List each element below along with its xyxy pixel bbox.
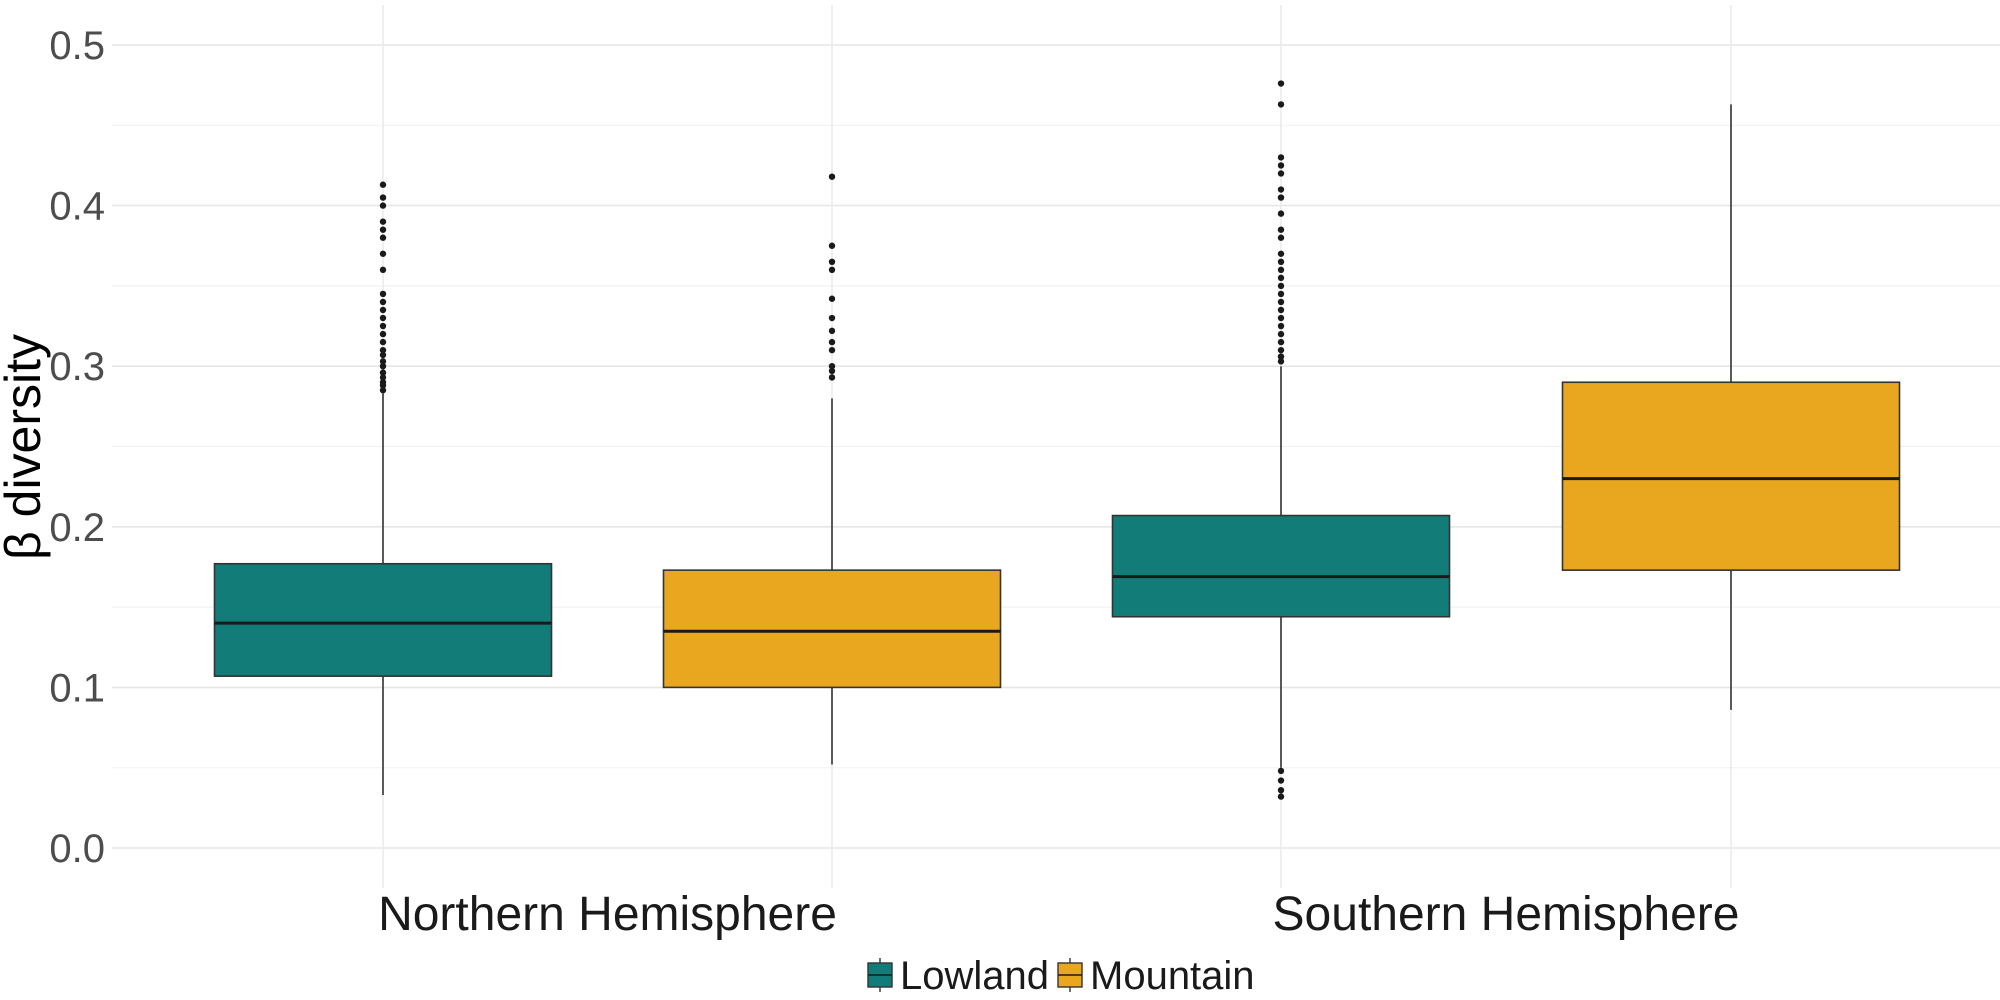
outlier-point (1277, 338, 1285, 346)
outlier-point (379, 181, 387, 188)
y-tick-label: 0.1 (49, 666, 105, 710)
legend-label: Mountain (1090, 954, 1255, 998)
box-mountain-southern (1561, 104, 1901, 710)
outlier-point (1277, 226, 1285, 233)
y-tick-label: 0.5 (49, 24, 105, 68)
y-tick-label: 0.3 (49, 345, 105, 389)
box-groups (213, 80, 1901, 800)
y-tick-label: 0.4 (49, 185, 105, 229)
outlier-point (828, 295, 836, 302)
outlier-point (379, 330, 387, 338)
legend-item-lowland: Lowland (867, 954, 1049, 998)
outlier-point (828, 242, 836, 249)
outlier-point (379, 298, 387, 306)
outlier-point (379, 290, 387, 298)
outlier-point (828, 374, 836, 381)
iqr-box (213, 562, 553, 677)
outlier-point (379, 314, 387, 322)
outlier-point (828, 367, 836, 375)
box-lowland-northern (213, 181, 553, 796)
outlier-point (1277, 258, 1285, 266)
outlier-point (379, 266, 387, 274)
outlier-point (1277, 358, 1285, 365)
x-axis: Northern Hemisphere Southern Hemisphere (378, 888, 1739, 941)
outlier-point (1277, 186, 1285, 193)
outlier-point (379, 374, 387, 381)
outlier-point (1277, 777, 1285, 784)
outlier-point (1277, 266, 1285, 274)
outlier-point (1277, 234, 1285, 241)
outlier-point (379, 218, 387, 225)
outlier-point (1277, 80, 1285, 87)
outlier-point (379, 322, 387, 330)
outlier-point (1277, 101, 1285, 108)
iqr-box (662, 569, 1002, 689)
iqr-box (1111, 514, 1451, 618)
box-lowland-southern (1111, 80, 1451, 800)
outlier-point (379, 194, 387, 201)
outlier-point (379, 226, 387, 233)
outlier-point (379, 358, 387, 365)
legend-label: Lowland (900, 954, 1049, 998)
outlier-point (1277, 353, 1285, 360)
outlier-point (379, 351, 387, 359)
outlier-point (1277, 154, 1285, 161)
box-mountain-northern (662, 173, 1002, 765)
outlier-point (1277, 250, 1285, 257)
outlier-point (828, 266, 836, 274)
outlier-point (379, 363, 387, 370)
iqr-box (1561, 381, 1901, 571)
outlier-point (1277, 170, 1285, 177)
outlier-point (1277, 767, 1285, 775)
outlier-point (828, 173, 836, 180)
x-category-label: Northern Hemisphere (378, 888, 837, 941)
y-tick-label: 0.0 (49, 827, 105, 871)
outlier-point (828, 327, 836, 335)
outlier-point (379, 202, 387, 209)
y-tick-label: 0.2 (49, 506, 105, 550)
outlier-point (1277, 282, 1285, 290)
x-category-label: Southern Hemisphere (1273, 888, 1740, 941)
legend-item-mountain: Mountain (1057, 954, 1255, 998)
outlier-point (828, 346, 836, 354)
outlier-point (1277, 322, 1285, 330)
legend: Lowland Mountain (867, 954, 1255, 998)
y-axis-title: β diversity (0, 334, 51, 560)
outlier-point (379, 369, 387, 376)
outlier-point (1277, 162, 1285, 169)
outlier-point (1277, 194, 1285, 201)
outlier-point (379, 346, 387, 354)
outlier-point (1277, 793, 1285, 800)
outlier-point (379, 234, 387, 241)
outlier-point (379, 338, 387, 346)
y-axis: 0.0 0.1 0.2 0.3 0.4 0.5 (49, 24, 105, 871)
outlier-point (1277, 274, 1285, 282)
outlier-point (379, 387, 387, 394)
outlier-point (1277, 346, 1285, 354)
outlier-point (1277, 786, 1285, 794)
outlier-point (828, 338, 836, 346)
outlier-point (1277, 290, 1285, 298)
outlier-point (379, 379, 387, 386)
outlier-point (1277, 314, 1285, 322)
outlier-point (828, 363, 836, 370)
outlier-point (1277, 210, 1285, 217)
outlier-point (1277, 298, 1285, 306)
outlier-point (828, 258, 836, 266)
outlier-point (1277, 306, 1285, 314)
outlier-point (1277, 330, 1285, 338)
outlier-point (379, 250, 387, 257)
outlier-point (379, 306, 387, 314)
outlier-point (828, 314, 836, 322)
